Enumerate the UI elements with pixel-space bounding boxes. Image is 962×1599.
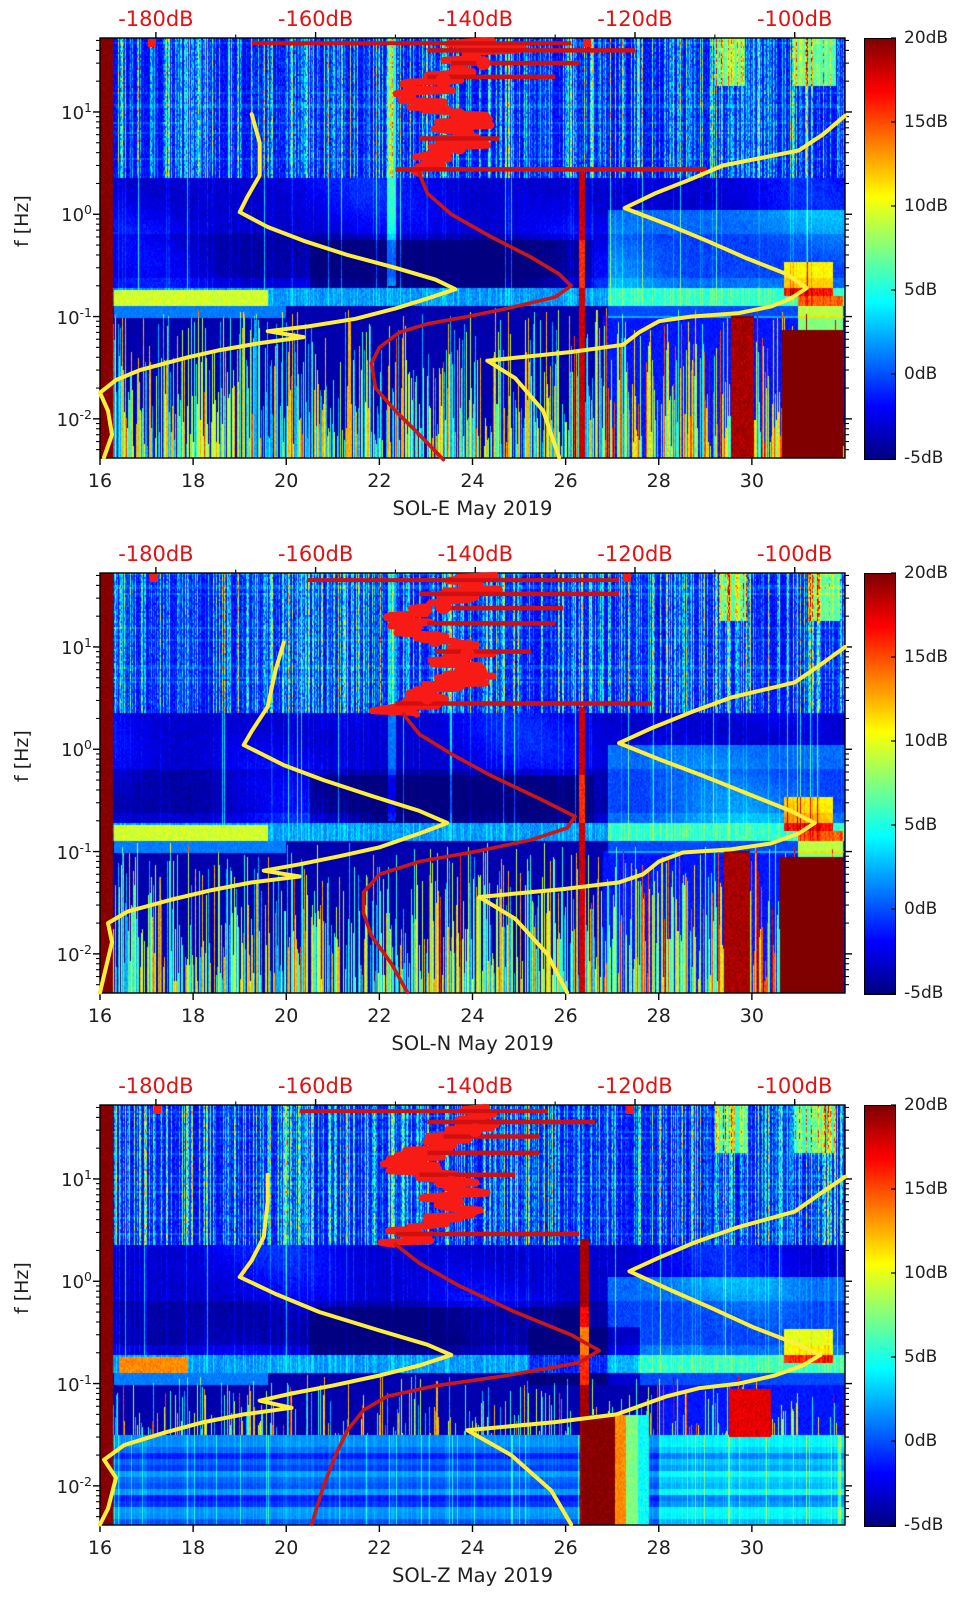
x-tick-label: 20	[274, 470, 299, 492]
y-tick-label: 10-2	[56, 406, 92, 431]
top-db-label: -100dB	[756, 542, 833, 566]
colorbar-tick-label: 20dB	[904, 28, 949, 48]
x-tick-label: 26	[553, 1005, 578, 1027]
x-tick-label: 28	[646, 470, 671, 492]
y-tick-label: 101	[61, 1166, 92, 1191]
y-tick-label: 10-2	[56, 1473, 92, 1498]
x-tick-label: 22	[367, 470, 392, 492]
x-tick-label: 24	[460, 1537, 485, 1559]
colorbar-sol-z	[864, 1105, 896, 1527]
top-db-label: -180dB	[118, 1074, 194, 1098]
x-tick-label: 22	[367, 1537, 392, 1559]
top-db-label: -100dB	[756, 7, 833, 31]
top-db-label: -160dB	[277, 542, 354, 566]
x-tick-label: 30	[739, 1537, 764, 1559]
colorbar-tick-label: 5dB	[904, 1347, 938, 1367]
x-tick-label: 18	[181, 1005, 206, 1027]
top-db-label: -180dB	[118, 7, 194, 31]
top-db-label: -120dB	[597, 542, 673, 566]
x-tick-label: 30	[739, 1005, 764, 1027]
y-tick-label: 10-1	[56, 1371, 92, 1396]
x-tick-label: 26	[553, 470, 578, 492]
colorbar-tick-label: 0dB	[904, 364, 938, 384]
top-db-label: -160dB	[277, 1074, 354, 1098]
y-tick-label: 101	[61, 634, 92, 659]
spectrogram-canvas-sol-z	[100, 1105, 845, 1525]
colorbar-tick-label: -5dB	[904, 1515, 944, 1535]
top-db-label: -120dB	[597, 1074, 673, 1098]
spectrogram-canvas-sol-e	[100, 38, 845, 458]
spectrogram-canvas-sol-n	[100, 573, 845, 993]
x-tick-label: 24	[460, 470, 485, 492]
colorbar-tick-label: 15dB	[904, 112, 949, 132]
top-db-label: -100dB	[756, 1074, 833, 1098]
top-db-label: -140dB	[437, 1074, 513, 1098]
top-db-label: -120dB	[597, 7, 673, 31]
colorbar-sol-n	[864, 573, 896, 995]
colorbar-tick-label: 5dB	[904, 815, 938, 835]
x-tick-label: 18	[181, 470, 206, 492]
x-tick-label: 30	[739, 470, 764, 492]
colorbar-tick-label: -5dB	[904, 983, 944, 1003]
x-tick-label: 20	[274, 1537, 299, 1559]
top-db-label: -140dB	[437, 7, 513, 31]
colorbar-tick-label: 5dB	[904, 280, 938, 300]
x-tick-label: 18	[181, 1537, 206, 1559]
colorbar-tick-label: 0dB	[904, 1431, 938, 1451]
y-tick-label: 10-2	[56, 941, 92, 966]
colorbar-tick-label: 15dB	[904, 647, 949, 667]
colorbar-tick-label: 10dB	[904, 731, 949, 751]
x-tick-label: 28	[646, 1005, 671, 1027]
xlabel-sol-z: SOL-Z May 2019	[392, 1564, 553, 1587]
xlabel-sol-n: SOL-N May 2019	[391, 1032, 554, 1055]
y-tick-label: 100	[61, 737, 92, 762]
x-tick-label: 24	[460, 1005, 485, 1027]
colorbar-tick-label: 20dB	[904, 1095, 949, 1115]
colorbar-tick-label: 15dB	[904, 1179, 949, 1199]
top-db-label: -140dB	[437, 542, 513, 566]
colorbar-tick-label: 10dB	[904, 196, 949, 216]
colorbar-tick-label: 10dB	[904, 1263, 949, 1283]
top-db-label: -180dB	[118, 542, 194, 566]
y-tick-label: 10-1	[56, 304, 92, 329]
y-tick-label: 10-1	[56, 839, 92, 864]
colorbar-tick-label: 20dB	[904, 563, 949, 583]
colorbar-sol-e	[864, 38, 896, 460]
x-tick-label: 16	[87, 1005, 113, 1027]
colorbar-tick-label: 0dB	[904, 899, 938, 919]
x-tick-label: 22	[367, 1005, 392, 1027]
top-db-label: -160dB	[277, 7, 354, 31]
x-tick-label: 16	[87, 1537, 113, 1559]
colorbar-tick-label: -5dB	[904, 448, 944, 468]
y-tick-label: 101	[61, 99, 92, 124]
x-tick-label: 20	[274, 1005, 299, 1027]
y-tick-label: 100	[61, 202, 92, 227]
x-tick-label: 26	[553, 1537, 578, 1559]
y-tick-label: 100	[61, 1269, 92, 1294]
x-tick-label: 28	[646, 1537, 671, 1559]
x-tick-label: 16	[87, 470, 113, 492]
xlabel-sol-e: SOL-E May 2019	[392, 497, 553, 520]
